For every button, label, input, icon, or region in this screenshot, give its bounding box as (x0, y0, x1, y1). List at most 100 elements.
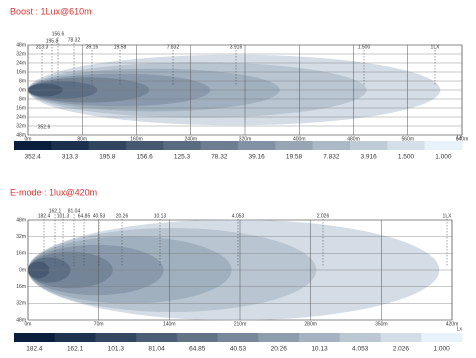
scale-value: 78.32 (211, 154, 228, 161)
x-label: 0m (25, 321, 32, 327)
scale-value: 101.3 (108, 346, 125, 353)
scale-segment (421, 333, 463, 342)
scale-unit: Lx (457, 326, 463, 332)
scale-segment (350, 141, 388, 150)
scale-value: 2.026 (393, 346, 410, 353)
scale-segment (339, 333, 382, 342)
isolux-label: 3.916 (230, 44, 243, 50)
x-label: 280m (304, 321, 317, 327)
scale-segment (14, 141, 52, 150)
scale-segment (217, 333, 259, 342)
isolux-label: 10.13 (154, 213, 167, 219)
isolux-label: 313.3 (36, 44, 49, 50)
scale-value: 3.916 (361, 154, 378, 161)
scale-segment (163, 141, 202, 150)
scale-segment (424, 141, 463, 150)
scale-segment (200, 141, 239, 150)
scale-segment (238, 141, 276, 150)
isolux-label: 40.53 (93, 213, 106, 219)
isolux-label: 101.3 (57, 213, 70, 219)
scale-value: 1.000 (435, 154, 452, 161)
isolux-label: 39.16 (86, 44, 99, 50)
y-label: 0m (19, 267, 26, 273)
x-label: 320m (239, 136, 252, 142)
scale-value: 182.4 (26, 346, 43, 353)
isolux-label: 4.053 (232, 213, 245, 219)
scale-value: 1.500 (398, 154, 415, 161)
scale-segment (88, 141, 127, 150)
isolux-label: 352.6 (38, 124, 51, 130)
scale-segment (380, 333, 422, 342)
scale-value: 39.16 (249, 154, 266, 161)
scale-value: 162.1 (67, 346, 84, 353)
x-label: 420m (446, 321, 459, 327)
isolux-label: 81.04 (68, 208, 81, 214)
scale-value: 4.053 (352, 346, 369, 353)
scale-segment (312, 141, 351, 150)
x-label: 400m (293, 136, 306, 142)
x-label: 210m (234, 321, 247, 327)
y-label: 48m (16, 217, 26, 223)
isolux-label: 7.832 (167, 44, 180, 50)
isolux-label: 1.500 (358, 44, 371, 50)
scale-value: 64.85 (189, 346, 206, 353)
x-label: 560m (401, 136, 414, 142)
scale-value: 1.000 (433, 346, 450, 353)
x-label: 140m (163, 321, 176, 327)
y-label: 32m (16, 51, 26, 57)
scale-value: 10.13 (311, 346, 328, 353)
scale-segment (54, 333, 96, 342)
y-label: 16m (16, 69, 26, 75)
scale-value: 125.3 (174, 154, 191, 161)
scale-value: 156.6 (137, 154, 154, 161)
scale-segment (176, 333, 219, 342)
isolux-label: 19.58 (114, 44, 127, 50)
x-label: 640m (456, 136, 469, 142)
isolux-label: 2.026 (317, 213, 330, 219)
x-label: 240m (184, 136, 197, 142)
isolux-label: 162.1 (49, 208, 62, 214)
scale-value: 81.04 (148, 346, 165, 353)
x-label: 350m (375, 321, 388, 327)
x-label: 480m (347, 136, 360, 142)
y-label: 48m (16, 317, 26, 323)
scale-segment (299, 333, 341, 342)
scale-segment (126, 141, 164, 150)
isolux-label: 1LX (431, 44, 441, 50)
y-label: 32m (16, 234, 26, 240)
isolux-label: 182.4 (38, 213, 51, 219)
scale-segment (387, 141, 426, 150)
isolux-label: 195.8 (46, 38, 59, 44)
scale-segment (275, 141, 314, 150)
scale-value: 7.832 (323, 154, 340, 161)
scale-segment (14, 333, 56, 342)
y-label: 32m (16, 301, 26, 307)
y-label: 16m (16, 251, 26, 257)
isolux-label: 20.26 (116, 213, 129, 219)
scale-value: 313.3 (62, 154, 79, 161)
x-label: 160m (130, 136, 143, 142)
y-label: 48m (16, 42, 26, 48)
isolux-label: 64.85 (78, 213, 91, 219)
x-label: 0m (25, 136, 32, 142)
y-label: 24m (16, 60, 26, 66)
y-label: 0m (19, 87, 26, 93)
scale-segment (136, 333, 178, 342)
y-label: 16m (16, 105, 26, 111)
scale-value: 352.4 (25, 154, 42, 161)
y-label: 8m (19, 78, 26, 84)
isolux-label: 78.32 (68, 37, 81, 43)
scale-unit: Lx (457, 134, 463, 140)
scale-value: 40.53 (230, 346, 247, 353)
scale-segment (95, 333, 137, 342)
y-label: 8m (19, 96, 26, 102)
scale-value: 19.58 (286, 154, 303, 161)
y-label: 32m (16, 123, 26, 129)
scale-segment (258, 333, 300, 342)
x-label: 80m (77, 136, 87, 142)
y-label: 24m (16, 114, 26, 120)
x-label: 70m (94, 321, 104, 327)
title: Boost : 1Lux@610m (10, 6, 92, 16)
scale-value: 20.26 (271, 346, 288, 353)
